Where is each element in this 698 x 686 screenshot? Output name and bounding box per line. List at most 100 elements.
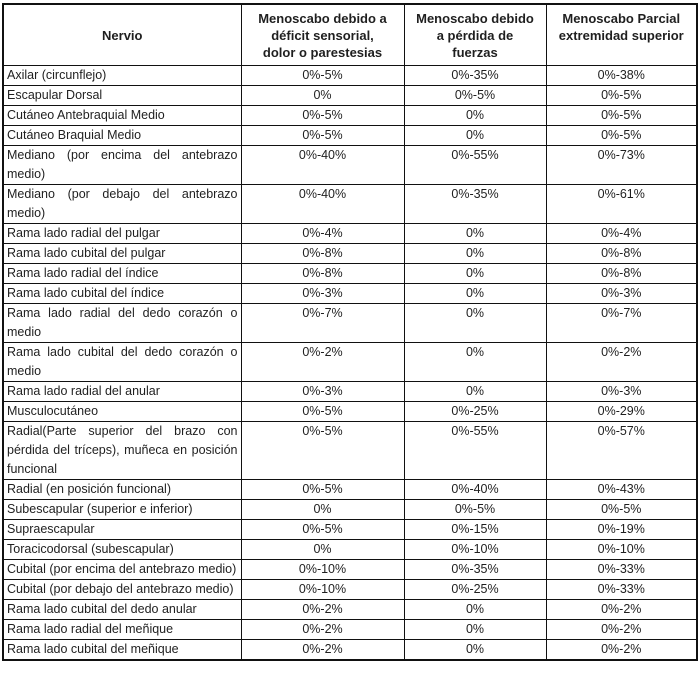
nerve-name-cell: Escapular Dorsal	[2, 85, 242, 106]
fuerzas-value-cell: 0%	[403, 303, 547, 343]
column-header-sensorial: Menoscabo debido a déficit sensorial, dolo…	[240, 3, 405, 66]
nerve-name-cell: Rama lado radial del meñique	[2, 619, 242, 640]
table-row: Mediano (por debajo del antebrazo medio)…	[2, 184, 698, 224]
column-header-parcial: Menoscabo Parcial extremidad superior	[545, 3, 698, 66]
column-header-line: extremidad superior	[558, 28, 684, 43]
column-header-fuerzas: Menoscabo debido a pérdida de fuerzas	[403, 3, 547, 66]
fuerzas-value-cell: 0%	[403, 342, 547, 382]
fuerzas-value-cell: 0%-35%	[403, 559, 547, 580]
sensorial-value-cell: 0%-2%	[240, 599, 405, 620]
table-row: Subescapular (superior e inferior) 0% 0%-5…	[2, 499, 698, 520]
nerve-name-cell: Rama lado cubital del índice	[2, 283, 242, 304]
table-row: Cutáneo Antebraquial Medio 0%-5% 0% 0%-5%	[2, 105, 698, 126]
fuerzas-value-cell: 0%-55%	[403, 421, 547, 480]
sensorial-value-cell: 0%-10%	[240, 579, 405, 600]
sensorial-value-cell: 0%-2%	[240, 342, 405, 382]
table-row: Rama lado radial del anular 0%-3% 0% 0%-3%	[2, 381, 698, 402]
fuerzas-value-cell: 0%-35%	[403, 65, 547, 86]
parcial-value-cell: 0%-33%	[545, 559, 698, 580]
column-header-line: dolor o parestesias	[262, 45, 383, 60]
sensorial-value-cell: 0%	[240, 499, 405, 520]
sensorial-value-cell: 0%-40%	[240, 184, 405, 224]
parcial-value-cell: 0%-5%	[545, 125, 698, 146]
table-row: Rama lado cubital del meñique 0%-2% 0% 0%-2…	[2, 639, 698, 661]
column-header-nervio: Nervio	[2, 3, 242, 66]
sensorial-value-cell: 0%-5%	[240, 105, 405, 126]
column-header-line: a pérdida de	[436, 28, 514, 43]
table-row: Cubital (por debajo del antebrazo medio)…	[2, 579, 698, 600]
column-header-line: déficit sensorial,	[271, 28, 374, 43]
table-row: Radial (en posición funcional) 0%-5% 0%-40…	[2, 479, 698, 500]
sensorial-value-cell: 0%-10%	[240, 559, 405, 580]
sensorial-value-cell: 0%-5%	[240, 401, 405, 422]
nerve-impairment-table: Nervio Menoscabo debido a déficit sensoria…	[2, 3, 698, 661]
sensorial-value-cell: 0%-7%	[240, 303, 405, 343]
fuerzas-value-cell: 0%	[403, 243, 547, 264]
table-row: Cutáneo Braquial Medio 0%-5% 0% 0%-5%	[2, 125, 698, 146]
parcial-value-cell: 0%-2%	[545, 342, 698, 382]
table-row: Supraescapular 0%-5% 0%-15% 0%-19%	[2, 519, 698, 540]
sensorial-value-cell: 0%-5%	[240, 519, 405, 540]
sensorial-value-cell: 0%-3%	[240, 283, 405, 304]
table-row: Rama lado cubital del índice 0%-3% 0% 0%-3%	[2, 283, 698, 304]
parcial-value-cell: 0%-38%	[545, 65, 698, 86]
nerve-name-cell: Mediano (por debajo del antebrazo medio)	[2, 184, 242, 224]
parcial-value-cell: 0%-5%	[545, 499, 698, 520]
column-header-line: Menoscabo debido a	[258, 11, 387, 26]
nerve-name-cell: Cutáneo Antebraquial Medio	[2, 105, 242, 126]
table-row: Axilar (circunflejo) 0%-5% 0%-35% 0%-38%	[2, 65, 698, 86]
table-row: Rama lado radial del dedo corazón o medi…	[2, 303, 698, 343]
table-row: Escapular Dorsal 0% 0%-5% 0%-5%	[2, 85, 698, 106]
fuerzas-value-cell: 0%	[403, 599, 547, 620]
sensorial-value-cell: 0%-4%	[240, 223, 405, 244]
fuerzas-value-cell: 0%-25%	[403, 579, 547, 600]
sensorial-value-cell: 0%-40%	[240, 145, 405, 185]
table-row: Rama lado cubital del dedo corazón o med…	[2, 342, 698, 382]
nerve-name-cell: Rama lado cubital del dedo corazón o med…	[2, 342, 242, 382]
sensorial-value-cell: 0%-5%	[240, 479, 405, 500]
table-row: Rama lado radial del índice 0%-8% 0% 0%-8%	[2, 263, 698, 284]
parcial-value-cell: 0%-61%	[545, 184, 698, 224]
sensorial-value-cell: 0%-5%	[240, 421, 405, 480]
parcial-value-cell: 0%-73%	[545, 145, 698, 185]
column-header-line: Nervio	[102, 28, 143, 43]
fuerzas-value-cell: 0%-5%	[403, 499, 547, 520]
parcial-value-cell: 0%-29%	[545, 401, 698, 422]
parcial-value-cell: 0%-3%	[545, 381, 698, 402]
nerve-name-cell: Axilar (circunflejo)	[2, 65, 242, 86]
parcial-value-cell: 0%-7%	[545, 303, 698, 343]
fuerzas-value-cell: 0%	[403, 381, 547, 402]
sensorial-value-cell: 0%-3%	[240, 381, 405, 402]
parcial-value-cell: 0%-57%	[545, 421, 698, 480]
table-row: Musculocutáneo 0%-5% 0%-25% 0%-29%	[2, 401, 698, 422]
table-row: Radial(Parte superior del brazo con pérd…	[2, 421, 698, 480]
fuerzas-value-cell: 0%-5%	[403, 85, 547, 106]
table-row: Rama lado cubital del dedo anular 0%-2% 0%…	[2, 599, 698, 620]
nerve-name-cell: Radial (en posición funcional)	[2, 479, 242, 500]
parcial-value-cell: 0%-33%	[545, 579, 698, 600]
fuerzas-value-cell: 0%	[403, 125, 547, 146]
fuerzas-value-cell: 0%	[403, 105, 547, 126]
nerve-name-cell: Rama lado cubital del dedo anular	[2, 599, 242, 620]
table-row: Rama lado radial del pulgar 0%-4% 0% 0%-4%	[2, 223, 698, 244]
sensorial-value-cell: 0%-5%	[240, 65, 405, 86]
nerve-name-cell: Subescapular (superior e inferior)	[2, 499, 242, 520]
table-body: Axilar (circunflejo) 0%-5% 0%-35% 0%-38% Esc…	[2, 65, 698, 661]
parcial-value-cell: 0%-8%	[545, 243, 698, 264]
fuerzas-value-cell: 0%	[403, 639, 547, 661]
table-row: Rama lado cubital del pulgar 0%-8% 0% 0%-8%	[2, 243, 698, 264]
fuerzas-value-cell: 0%-40%	[403, 479, 547, 500]
sensorial-value-cell: 0%	[240, 85, 405, 106]
fuerzas-value-cell: 0%-55%	[403, 145, 547, 185]
fuerzas-value-cell: 0%-15%	[403, 519, 547, 540]
parcial-value-cell: 0%-2%	[545, 619, 698, 640]
table-row: Rama lado radial del meñique 0%-2% 0% 0%-2%	[2, 619, 698, 640]
nerve-name-cell: Cutáneo Braquial Medio	[2, 125, 242, 146]
fuerzas-value-cell: 0%	[403, 283, 547, 304]
nerve-name-cell: Cubital (por debajo del antebrazo medio)	[2, 579, 242, 600]
column-header-line: Menoscabo debido	[416, 11, 534, 26]
sensorial-value-cell: 0%-2%	[240, 619, 405, 640]
nerve-name-cell: Cubital (por encima del antebrazo medio)	[2, 559, 242, 580]
nerve-name-cell: Supraescapular	[2, 519, 242, 540]
nerve-name-cell: Rama lado radial del índice	[2, 263, 242, 284]
